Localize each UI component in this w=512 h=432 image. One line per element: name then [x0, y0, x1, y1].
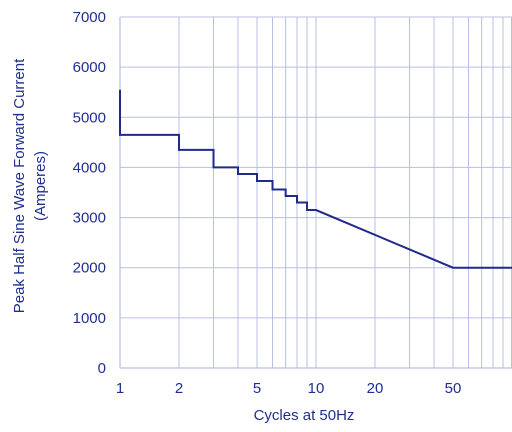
y-tick-label: 7000 [73, 9, 106, 26]
x-tick-label: 1 [116, 380, 124, 397]
data-series [119, 89, 512, 269]
y-tick-label: 5000 [73, 109, 106, 126]
y-tick-label: 4000 [73, 159, 106, 176]
x-tick-label: 5 [253, 380, 261, 397]
series-line [119, 89, 512, 269]
y-axis-ticks: 0 1000 2000 3000 4000 5000 6000 7000 [73, 9, 106, 377]
x-tick-label: 10 [308, 380, 325, 397]
x-axis-ticks: 1 2 5 10 20 50 [116, 380, 462, 397]
x-tick-label: 50 [445, 380, 462, 397]
x-axis-label: Cycles at 50Hz [254, 407, 355, 424]
y-tick-label: 1000 [73, 310, 106, 327]
y-tick-label: 3000 [73, 210, 106, 227]
y-tick-label: 6000 [73, 59, 106, 76]
y-tick-label: 2000 [73, 260, 106, 277]
gridlines [119, 16, 512, 369]
y-axis-label-line2: (Amperes) [32, 151, 49, 221]
y-tick-label: 0 [98, 360, 106, 377]
y-axis-label-line1: Peak Half Sine Wave Forward Current [11, 58, 28, 313]
x-tick-label: 2 [175, 380, 183, 397]
x-tick-label: 20 [367, 380, 384, 397]
